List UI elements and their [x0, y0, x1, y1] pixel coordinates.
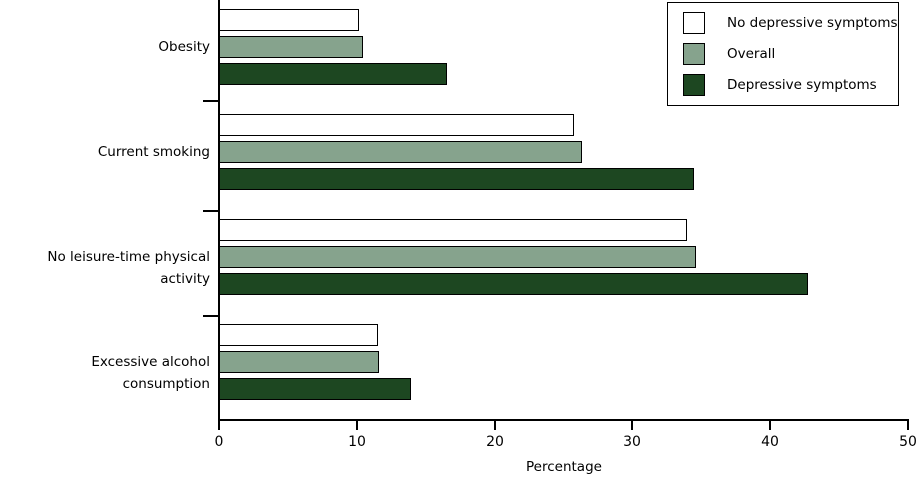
- legend-label: Overall: [727, 46, 776, 62]
- x-axis-tick: [769, 421, 771, 430]
- bar-overall: [219, 246, 696, 268]
- legend-swatch-no-depressive: [683, 12, 705, 34]
- legend-item: Overall: [668, 39, 898, 70]
- plot-area: 0 10 20 30 40 50: [203, 0, 917, 450]
- legend-swatch-overall: [683, 43, 705, 65]
- category-label: No leisure-time physical activity: [47, 249, 210, 287]
- legend-item: No depressive symptoms: [668, 8, 898, 39]
- x-axis-tick-label: 40: [761, 434, 779, 450]
- y-axis-tick: [203, 210, 218, 212]
- y-axis-tick: [203, 100, 218, 102]
- bar-no-depressive-symptoms: [219, 9, 359, 31]
- x-axis-tick-label: 20: [486, 434, 504, 450]
- legend: No depressive symptoms Overall Depressiv…: [667, 2, 899, 106]
- bar-depressive-symptoms: [219, 273, 808, 295]
- legend-label: Depressive symptoms: [727, 77, 877, 93]
- bar-no-depressive-symptoms: [219, 324, 378, 346]
- x-axis-tick: [218, 421, 220, 430]
- bar-depressive-symptoms: [219, 63, 447, 85]
- category-label: Obesity: [158, 39, 210, 55]
- legend-item: Depressive symptoms: [668, 70, 898, 101]
- x-axis-title: Percentage: [526, 459, 602, 475]
- x-axis-tick-label: 30: [623, 434, 641, 450]
- x-axis-tick-label: 10: [348, 434, 366, 450]
- y-axis-tick: [203, 315, 218, 317]
- x-axis-tick-label: 0: [214, 434, 224, 450]
- bar-no-depressive-symptoms: [219, 219, 687, 241]
- x-axis-line: [218, 419, 909, 421]
- bar-overall: [219, 351, 379, 373]
- legend-swatch-depressive: [683, 74, 705, 96]
- legend-label: No depressive symptoms: [727, 15, 898, 31]
- bar-depressive-symptoms: [219, 168, 694, 190]
- x-axis-tick: [631, 421, 633, 430]
- category-label: Current smoking: [97, 144, 210, 160]
- bar-depressive-symptoms: [219, 378, 411, 400]
- x-axis-tick-label: 50: [899, 434, 917, 450]
- bar-overall: [219, 141, 582, 163]
- x-axis-tick: [907, 421, 909, 430]
- bar-no-depressive-symptoms: [219, 114, 574, 136]
- category-label: Excessive alcohol consumption: [91, 354, 210, 392]
- y-axis-line: [218, 0, 220, 420]
- x-axis-tick: [356, 421, 358, 430]
- bar-overall: [219, 36, 363, 58]
- x-axis-tick: [494, 421, 496, 430]
